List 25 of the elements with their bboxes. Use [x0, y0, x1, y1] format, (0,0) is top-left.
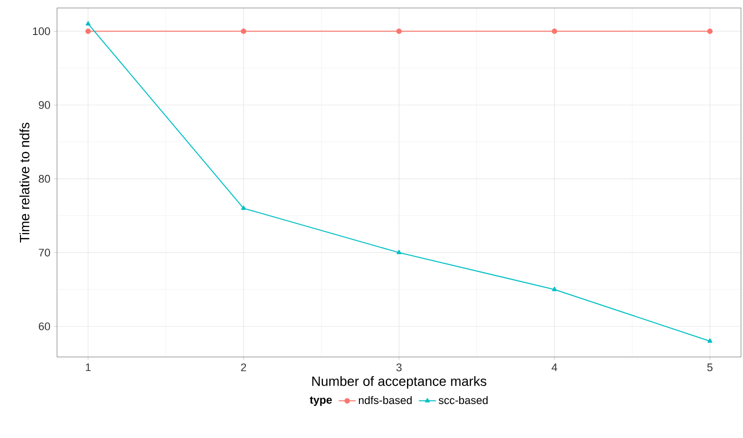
x-tick-label: 3 — [396, 364, 402, 372]
y-axis-title: Time relative to ndfs — [19, 122, 30, 242]
legend-title: type — [310, 396, 332, 406]
point — [707, 28, 713, 34]
legend-label: ndfs-based — [358, 396, 412, 404]
y-tick-label: 100 — [33, 27, 50, 36]
y-tick-label: 70 — [38, 248, 50, 256]
point — [552, 286, 557, 292]
point — [396, 28, 402, 34]
point — [552, 28, 558, 34]
x-tick-label: 4 — [552, 364, 558, 372]
point — [85, 28, 91, 34]
x-tick-label: 5 — [707, 364, 712, 372]
point — [708, 338, 712, 343]
x-axis-title: Number of acceptance marks — [312, 376, 486, 389]
y-tick-label: 90 — [38, 101, 50, 109]
y-tick-label: 80 — [38, 174, 50, 183]
x-tick-label: 1 — [86, 364, 91, 372]
y-tick-label: 60 — [38, 322, 50, 330]
x-tick-label: 2 — [241, 364, 246, 372]
point — [86, 21, 90, 26]
legend-label: scc-based — [438, 396, 488, 404]
point — [240, 28, 246, 34]
point — [396, 250, 402, 254]
point — [241, 206, 246, 210]
